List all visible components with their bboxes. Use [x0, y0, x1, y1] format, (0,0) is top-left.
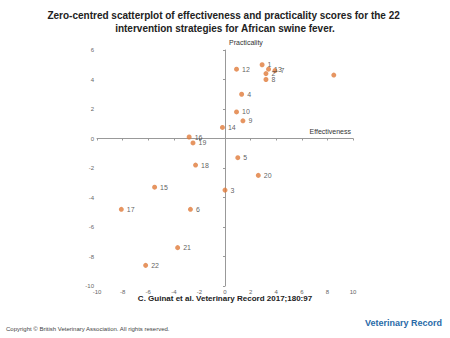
svg-text:-6: -6: [89, 224, 95, 230]
svg-text:10: 10: [350, 289, 357, 295]
svg-text:-10: -10: [93, 289, 102, 295]
svg-text:20: 20: [264, 172, 272, 179]
svg-text:6: 6: [300, 289, 304, 295]
svg-text:16: 16: [194, 133, 203, 141]
svg-text:4: 4: [247, 91, 251, 98]
svg-text:2: 2: [91, 106, 95, 112]
svg-text:Effectiveness: Effectiveness: [309, 128, 351, 135]
svg-text:-8: -8: [120, 289, 126, 295]
svg-text:6: 6: [196, 206, 200, 213]
svg-text:-2: -2: [197, 289, 203, 295]
svg-text:4: 4: [91, 77, 95, 83]
svg-text:6: 6: [91, 47, 95, 53]
svg-text:8: 8: [271, 76, 275, 83]
svg-text:0: 0: [91, 136, 95, 142]
svg-text:13: 13: [274, 66, 282, 73]
svg-text:10: 10: [242, 108, 250, 115]
svg-text:3: 3: [231, 187, 235, 194]
svg-text:5: 5: [243, 154, 247, 161]
svg-text:-4: -4: [171, 289, 177, 295]
svg-text:C. Guinat et al. Veterinary Re: C. Guinat et al. Veterinary Record 2017;…: [137, 293, 313, 303]
svg-text:9: 9: [248, 117, 252, 124]
svg-text:2: 2: [249, 289, 253, 295]
svg-text:-10: -10: [85, 283, 94, 289]
svg-text:-4: -4: [89, 195, 95, 201]
svg-text:0: 0: [223, 289, 227, 295]
svg-text:15: 15: [160, 184, 168, 191]
svg-text:-6: -6: [146, 289, 152, 295]
svg-text:-2: -2: [89, 165, 95, 171]
svg-text:intervention strategies for Af: intervention strategies for African swin…: [115, 23, 335, 34]
svg-text:22: 22: [151, 262, 159, 269]
svg-text:Zero-centred scatterplot of ef: Zero-centred scatterplot of effectivenes…: [47, 10, 402, 21]
svg-text:7: 7: [280, 67, 285, 75]
svg-text:12: 12: [242, 66, 250, 73]
svg-text:14: 14: [228, 124, 236, 131]
svg-text:8: 8: [326, 289, 330, 295]
svg-text:Practicality: Practicality: [229, 39, 263, 47]
svg-text:21: 21: [183, 244, 191, 251]
svg-text:Veterinary Record: Veterinary Record: [365, 318, 442, 328]
svg-text:18: 18: [201, 162, 209, 169]
svg-text:1: 1: [268, 61, 272, 68]
svg-text:4: 4: [275, 289, 279, 295]
svg-text:Copyright © British Veterinary: Copyright © British Veterinary Associati…: [6, 326, 170, 332]
svg-text:19: 19: [199, 139, 207, 146]
svg-text:17: 17: [127, 206, 135, 213]
svg-text:-8: -8: [89, 254, 95, 260]
